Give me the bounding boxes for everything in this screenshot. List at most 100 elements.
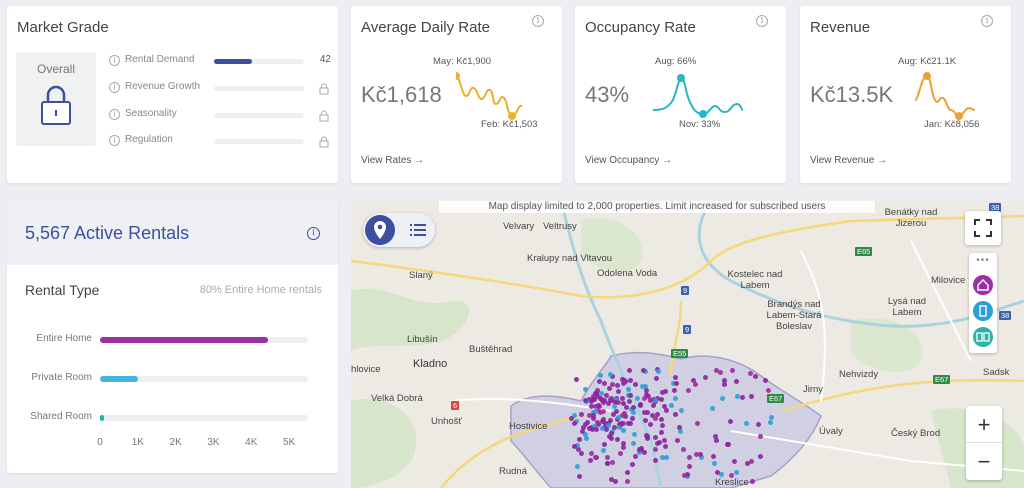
property-marker[interactable] xyxy=(609,431,615,437)
property-marker[interactable] xyxy=(673,374,679,380)
property-marker[interactable] xyxy=(653,447,659,453)
property-marker[interactable] xyxy=(663,444,669,450)
property-marker[interactable] xyxy=(596,422,602,428)
property-marker[interactable] xyxy=(729,367,735,373)
property-marker[interactable] xyxy=(636,446,642,452)
property-marker[interactable] xyxy=(602,421,608,427)
property-marker[interactable] xyxy=(690,378,696,384)
property-marker[interactable] xyxy=(642,383,648,389)
property-marker[interactable] xyxy=(710,406,716,412)
property-marker[interactable] xyxy=(692,382,698,388)
property-marker[interactable] xyxy=(618,421,624,427)
property-marker[interactable] xyxy=(733,470,739,476)
property-marker[interactable] xyxy=(586,426,592,432)
property-marker[interactable] xyxy=(643,369,649,375)
property-marker[interactable] xyxy=(712,461,718,467)
property-marker[interactable] xyxy=(597,373,603,379)
property-marker[interactable] xyxy=(601,399,607,405)
property-marker[interactable] xyxy=(673,396,679,402)
property-marker[interactable] xyxy=(617,450,623,456)
property-marker[interactable] xyxy=(625,420,631,426)
property-marker[interactable] xyxy=(724,442,730,448)
property-marker[interactable] xyxy=(594,420,600,426)
property-marker[interactable] xyxy=(652,397,658,403)
property-marker[interactable] xyxy=(675,437,681,443)
property-marker[interactable] xyxy=(609,459,615,465)
property-marker[interactable] xyxy=(718,471,724,477)
property-marker[interactable] xyxy=(636,449,642,455)
property-marker[interactable] xyxy=(586,412,592,418)
property-marker[interactable] xyxy=(613,399,619,405)
rentals-map[interactable]: Map display limited to 2,000 properties.… xyxy=(351,201,1024,488)
property-marker[interactable] xyxy=(676,425,682,431)
info-icon[interactable]: i xyxy=(307,227,320,240)
property-marker[interactable] xyxy=(607,371,613,377)
property-marker[interactable] xyxy=(732,459,738,465)
property-marker[interactable] xyxy=(685,472,691,478)
view-occupancy-link[interactable]: View Occupancy → xyxy=(585,155,673,166)
property-marker[interactable] xyxy=(739,395,745,400)
property-marker[interactable] xyxy=(577,437,583,443)
property-marker[interactable] xyxy=(654,411,660,417)
property-marker[interactable] xyxy=(624,479,630,485)
property-marker[interactable] xyxy=(671,381,677,387)
property-marker[interactable] xyxy=(632,454,638,460)
property-marker[interactable] xyxy=(593,426,599,432)
property-marker[interactable] xyxy=(614,382,620,388)
property-marker[interactable] xyxy=(686,388,692,393)
property-marker[interactable] xyxy=(748,458,754,464)
property-marker[interactable] xyxy=(735,393,741,399)
more-icon[interactable]: ••• xyxy=(976,255,990,266)
property-marker[interactable] xyxy=(710,453,716,459)
property-marker[interactable] xyxy=(664,455,670,461)
property-marker[interactable] xyxy=(633,381,639,387)
property-marker[interactable] xyxy=(648,422,654,428)
fullscreen-button[interactable] xyxy=(965,211,1001,245)
property-marker[interactable] xyxy=(574,418,580,424)
zoom-out-button[interactable]: − xyxy=(977,449,991,474)
list-view-button[interactable] xyxy=(403,215,433,245)
property-marker[interactable] xyxy=(612,478,618,484)
property-marker[interactable] xyxy=(620,400,626,406)
property-marker[interactable] xyxy=(623,405,629,411)
property-marker[interactable] xyxy=(748,394,754,400)
property-marker[interactable] xyxy=(678,429,684,435)
property-marker[interactable] xyxy=(660,422,666,428)
property-marker[interactable] xyxy=(673,412,679,418)
property-marker[interactable] xyxy=(658,430,664,436)
help-icon[interactable]: i xyxy=(109,55,120,66)
property-marker[interactable] xyxy=(615,399,621,405)
property-marker[interactable] xyxy=(630,410,636,416)
property-marker[interactable] xyxy=(653,435,659,441)
property-marker[interactable] xyxy=(659,389,665,395)
private-room-layer-button[interactable] xyxy=(973,301,993,321)
property-marker[interactable] xyxy=(599,426,605,432)
property-marker[interactable] xyxy=(640,368,646,374)
property-marker[interactable] xyxy=(584,436,590,442)
property-marker[interactable] xyxy=(596,378,602,384)
property-marker[interactable] xyxy=(576,447,582,453)
property-marker[interactable] xyxy=(650,402,656,408)
property-marker[interactable] xyxy=(608,435,614,441)
property-marker[interactable] xyxy=(721,382,727,388)
property-marker[interactable] xyxy=(647,397,653,403)
property-marker[interactable] xyxy=(604,461,610,467)
property-marker[interactable] xyxy=(611,411,617,417)
property-marker[interactable] xyxy=(628,378,634,384)
property-marker[interactable] xyxy=(646,393,652,399)
property-marker[interactable] xyxy=(641,395,647,401)
property-marker[interactable] xyxy=(597,395,603,401)
property-marker[interactable] xyxy=(702,374,708,380)
map-view-button[interactable] xyxy=(365,215,395,245)
property-marker[interactable] xyxy=(571,412,577,418)
property-marker[interactable] xyxy=(757,453,763,459)
property-marker[interactable] xyxy=(621,444,627,450)
help-icon[interactable]: i xyxy=(109,82,120,93)
property-marker[interactable] xyxy=(625,386,631,392)
property-marker[interactable] xyxy=(596,402,602,408)
property-marker[interactable] xyxy=(587,458,593,464)
zoom-in-button[interactable]: + xyxy=(966,406,1002,443)
property-marker[interactable] xyxy=(660,454,665,460)
property-marker[interactable] xyxy=(601,381,607,387)
property-marker[interactable] xyxy=(752,374,758,380)
